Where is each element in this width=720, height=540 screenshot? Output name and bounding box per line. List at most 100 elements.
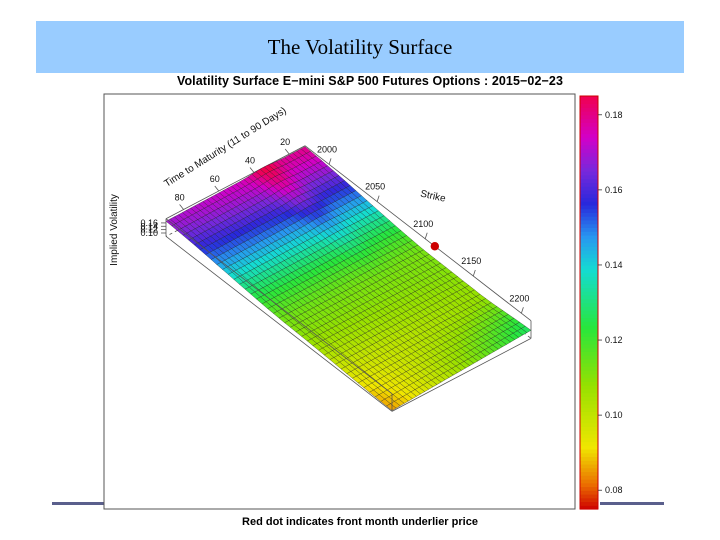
colorbar-segment [580, 355, 598, 360]
colorbar-segment [580, 441, 598, 446]
colorbar-border [579, 95, 599, 510]
chart-caption: Red dot indicates front month underlier … [242, 516, 478, 528]
strike-tick-mark [328, 158, 332, 165]
colorbar-segment [580, 478, 598, 484]
colorbar-segment [580, 283, 598, 289]
colorbar-segment [580, 340, 598, 345]
colorbar-segment [580, 122, 598, 127]
colorbar-segment [580, 388, 598, 394]
colorbar-segment [580, 204, 598, 210]
iv-axis-label: Implied Volatility [109, 194, 120, 266]
colorbar-segment [580, 114, 598, 120]
colorbar-segment [580, 219, 598, 225]
colorbar-segment [580, 475, 598, 480]
footer-rule-left [52, 502, 104, 505]
colorbar-segment [580, 471, 598, 476]
colorbar-segment [580, 403, 598, 409]
colorbar-segment [580, 141, 598, 146]
colorbar-segment [580, 223, 598, 229]
colorbar-segment [580, 234, 598, 240]
chart-title: Volatility Surface E−mini S&P 500 Future… [176, 74, 564, 88]
colorbar-segment [580, 392, 598, 397]
underlier-price-dot [430, 242, 440, 251]
slide-title: The Volatility Surface [267, 34, 453, 59]
colorbar-segment [580, 156, 598, 161]
colorbar-segment [580, 377, 598, 382]
colorbar-segment [580, 321, 598, 326]
surface-front-frame [165, 218, 532, 412]
colorbar-segment [580, 257, 598, 262]
colorbar-segment [580, 212, 598, 217]
colorbar-segment [580, 497, 598, 503]
colorbar-segment [580, 422, 598, 427]
colorbar-segment [580, 249, 598, 255]
colorbar-segment [580, 313, 598, 319]
iv-tick-label: 0.12 [140, 225, 158, 235]
colorbar-segment [580, 343, 598, 349]
colorbar-segment [580, 332, 598, 337]
strike-tick-mark [521, 307, 524, 314]
colorbar-tick-label: 0.08 [605, 485, 623, 495]
colorbar-segment [580, 152, 598, 157]
colorbar-segment [580, 276, 598, 281]
colorbar-segment [580, 310, 598, 315]
colorbar-segment [580, 129, 598, 135]
colorbar-segment [580, 448, 598, 454]
frame-edge [165, 218, 393, 395]
colorbar-segment [580, 107, 598, 112]
maturity-tick-label: 40 [245, 156, 255, 166]
frame-edge [391, 338, 532, 412]
maturity-tick-mark [179, 204, 184, 210]
strike-tick-label: 2200 [509, 293, 529, 303]
colorbar-segment [580, 351, 598, 356]
slide-title-band: The Volatility Surface [36, 21, 684, 73]
iv-tick-label: 0.10 [140, 228, 158, 238]
colorbar-segment [580, 294, 598, 300]
colorbar-segment [580, 182, 598, 187]
colorbar-segment [580, 253, 598, 259]
frame-edge [165, 145, 306, 220]
colorbar-segment [580, 302, 598, 307]
colorbar-segment [580, 358, 598, 364]
colorbar-segment [580, 227, 598, 232]
colorbar-segment [580, 291, 598, 296]
colorbar-segment [580, 103, 598, 108]
colorbar-segment [580, 325, 598, 330]
colorbar-segment [580, 486, 598, 491]
maturity-tick-label: 60 [210, 174, 220, 184]
colorbar-segment [580, 373, 598, 379]
strike-tick-mark [376, 195, 380, 202]
colorbar-segment [580, 418, 598, 424]
colorbar-segment [580, 381, 598, 386]
colorbar-tick-label: 0.10 [605, 410, 623, 420]
colorbar-segment [580, 433, 598, 439]
maturity-tick-label: 80 [175, 192, 185, 202]
maturity-tick-label: 20 [280, 137, 290, 147]
colorbar-segment [580, 505, 598, 510]
colorbar-segment [580, 246, 598, 251]
maturity-tick-mark [214, 185, 220, 192]
strike-tick-mark [472, 269, 476, 277]
colorbar-segment [580, 426, 598, 431]
colorbar-segment [580, 148, 598, 153]
colorbar-segment [580, 118, 598, 123]
colorbar-segment [580, 178, 598, 183]
colorbar-segment [580, 298, 598, 304]
colorbar-segment [580, 174, 598, 180]
colorbar-segment [580, 317, 598, 322]
maturity-tick-mark [249, 167, 255, 173]
iv-tick-label: 0.14 [140, 221, 158, 231]
colorbar-segment [580, 460, 598, 465]
colorbar-segment [580, 242, 598, 247]
colorbar-segment [580, 336, 598, 341]
colorbar-segment [580, 463, 598, 469]
colorbar-segment [580, 411, 598, 416]
colorbar-segment [580, 287, 598, 292]
colorbar-segment [580, 163, 598, 168]
colorbar-segment [580, 306, 598, 311]
colorbar: 0.08 0.10 0.12 0.14 0.16 0.18 [579, 95, 623, 510]
colorbar-segment [580, 208, 598, 213]
colorbar-segment [580, 99, 598, 105]
colorbar-segment [580, 261, 598, 266]
